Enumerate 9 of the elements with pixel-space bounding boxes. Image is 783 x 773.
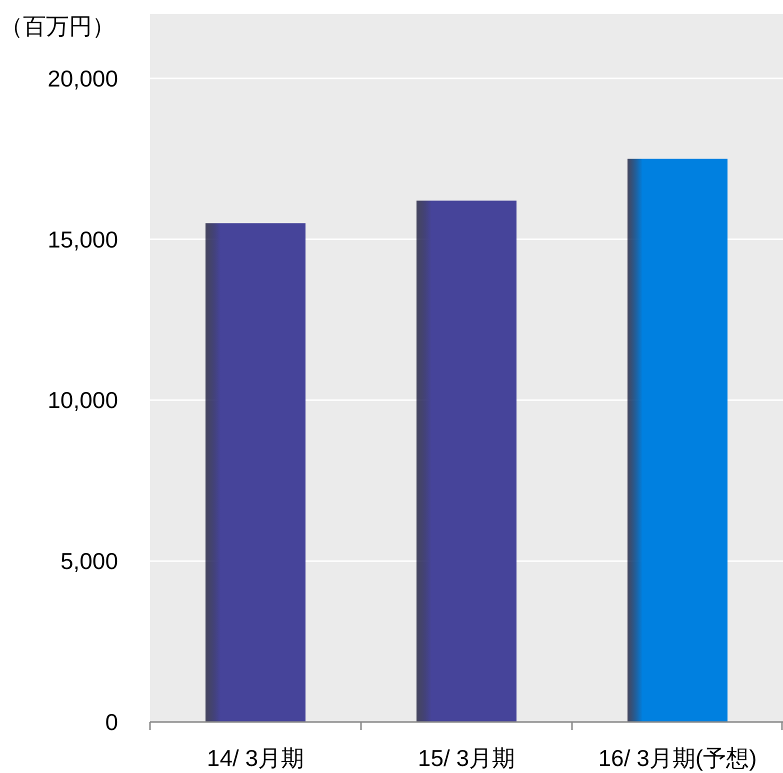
y-tick-label: 15,000 [48, 226, 118, 252]
y-tick-label: 0 [105, 709, 118, 735]
y-tick-label: 20,000 [48, 65, 118, 92]
x-tick-label: 14/ 3月期 [206, 745, 304, 771]
y-tick-label: 5,000 [60, 548, 118, 574]
x-tick-label: 15/ 3月期 [418, 745, 516, 771]
y-tick-label: 10,000 [48, 387, 118, 414]
y-axis-title: （百万円） [0, 13, 115, 39]
x-tick-label: 16/ 3月期(予想) [598, 745, 757, 771]
